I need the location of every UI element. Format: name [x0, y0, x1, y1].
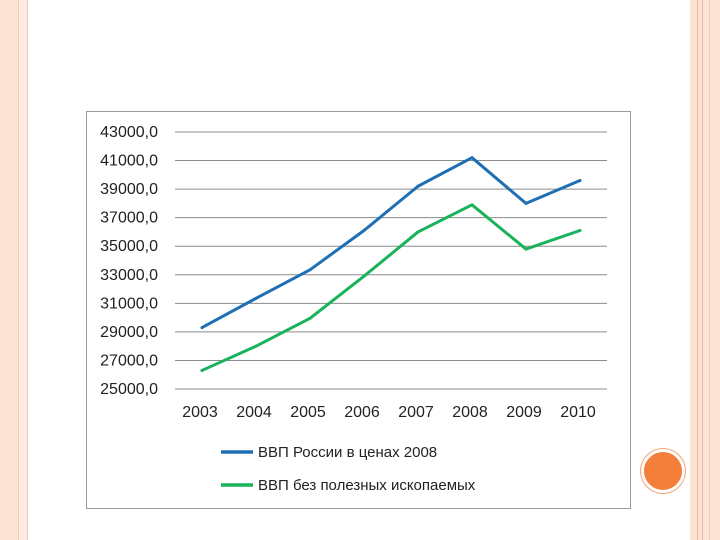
gridlines — [175, 131, 607, 390]
series-lines — [200, 156, 582, 372]
data-point — [470, 156, 474, 160]
slide-border-right-line — [709, 0, 710, 540]
data-point — [524, 201, 528, 205]
x-tick-label: 2006 — [344, 404, 380, 421]
y-tick-label: 39000,0 — [100, 181, 158, 198]
data-point — [254, 344, 258, 348]
data-point — [308, 316, 312, 320]
y-tick-label: 27000,0 — [100, 352, 158, 369]
data-point — [254, 296, 258, 300]
y-tick-label: 33000,0 — [100, 267, 158, 284]
series-line-1 — [200, 156, 582, 330]
x-tick-label: 2004 — [236, 404, 272, 421]
legend: ВВП России в ценах 2008 ВВП без полезных … — [221, 444, 476, 494]
x-tick-label: 2008 — [452, 404, 488, 421]
y-tick-label: 43000,0 — [100, 124, 158, 141]
y-tick-label: 41000,0 — [100, 153, 158, 170]
slide-border-left-stripe — [18, 0, 28, 540]
slide-border-right-line — [702, 0, 703, 540]
data-point — [200, 326, 204, 330]
data-point — [578, 229, 582, 233]
series-line-2 — [200, 203, 582, 372]
data-point — [308, 268, 312, 272]
chart-frame — [86, 111, 631, 509]
y-axis-tick-labels: 25000,0 27000,0 29000,0 31000,0 33000,0 35000… — [100, 124, 158, 398]
x-tick-label: 2005 — [290, 404, 326, 421]
data-point — [416, 230, 420, 234]
slide-border-right — [690, 0, 720, 540]
data-point — [524, 247, 528, 251]
y-tick-label: 29000,0 — [100, 324, 158, 341]
legend-label: ВВП без полезных ископаемых — [258, 477, 476, 494]
decorative-orange-circle — [641, 449, 685, 493]
slide-border-right-line — [697, 0, 698, 540]
x-tick-label: 2010 — [560, 404, 596, 421]
data-point — [470, 203, 474, 207]
y-tick-label: 25000,0 — [100, 381, 158, 398]
data-point — [362, 229, 366, 233]
y-tick-label: 31000,0 — [100, 295, 158, 312]
y-tick-label: 37000,0 — [100, 210, 158, 227]
x-axis-tick-labels: 2003 2004 2005 2006 2007 2008 2009 2010 — [182, 404, 596, 421]
data-point — [578, 179, 582, 183]
data-point — [416, 184, 420, 188]
x-tick-label: 2003 — [182, 404, 218, 421]
x-tick-label: 2009 — [506, 404, 542, 421]
data-point — [362, 274, 366, 278]
data-point — [200, 368, 204, 372]
x-tick-label: 2007 — [398, 404, 434, 421]
y-tick-label: 35000,0 — [100, 238, 158, 255]
legend-label: ВВП России в ценах 2008 — [258, 444, 437, 461]
